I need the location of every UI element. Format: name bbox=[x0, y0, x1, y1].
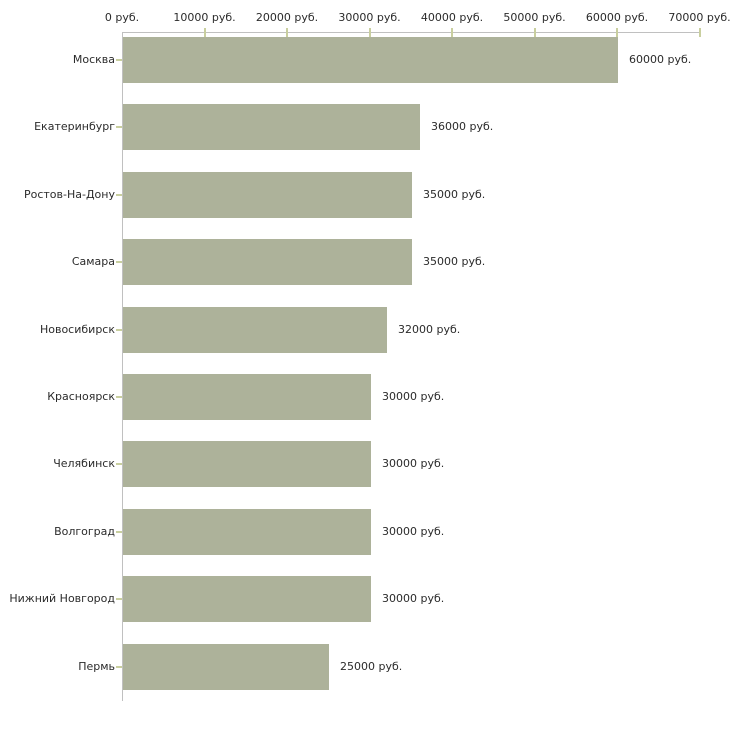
y-tick-mark bbox=[116, 261, 122, 263]
x-tick-label: 40000 руб. bbox=[420, 11, 484, 24]
category-label: Ростов-На-Дону bbox=[23, 188, 115, 201]
bar-5 bbox=[123, 307, 387, 353]
value-label: 32000 руб. bbox=[398, 323, 461, 336]
bar-10 bbox=[123, 644, 329, 690]
y-tick-mark bbox=[116, 531, 122, 533]
x-tick-mark bbox=[698, 28, 701, 37]
bar-6 bbox=[123, 374, 371, 420]
x-tick-mark bbox=[616, 28, 618, 37]
y-axis-line bbox=[122, 32, 123, 701]
y-tick-mark bbox=[116, 396, 122, 398]
value-label: 30000 руб. bbox=[382, 525, 445, 538]
value-label: 35000 руб. bbox=[423, 255, 486, 268]
x-axis-line bbox=[122, 32, 700, 33]
bar-1 bbox=[123, 37, 618, 83]
x-tick-label: 30000 руб. bbox=[338, 11, 401, 24]
category-label: Новосибирск bbox=[39, 323, 115, 336]
x-tick-label: 0 руб. bbox=[104, 11, 140, 24]
x-tick-mark bbox=[533, 28, 536, 37]
category-label: Красноярск bbox=[47, 390, 115, 403]
value-label: 35000 руб. bbox=[423, 188, 486, 201]
category-label: Челябинск bbox=[53, 457, 115, 470]
category-label: Самара bbox=[71, 255, 115, 268]
bar-3 bbox=[123, 172, 412, 218]
y-tick-mark bbox=[116, 463, 122, 465]
bar-8 bbox=[123, 509, 371, 555]
category-label: Москва bbox=[72, 53, 115, 66]
value-label: 25000 руб. bbox=[340, 660, 403, 673]
x-tick-label: 50000 руб. bbox=[503, 11, 566, 24]
category-label: Нижний Новгород bbox=[9, 592, 115, 605]
x-tick-mark bbox=[368, 28, 371, 37]
value-label: 60000 руб. bbox=[629, 53, 692, 66]
y-tick-mark bbox=[116, 194, 122, 196]
bar-4 bbox=[123, 239, 412, 285]
y-tick-mark bbox=[116, 329, 122, 331]
bar-9 bbox=[123, 576, 371, 622]
value-label: 30000 руб. bbox=[382, 390, 445, 403]
y-tick-mark bbox=[116, 59, 122, 61]
y-tick-mark bbox=[116, 598, 122, 600]
y-tick-mark bbox=[116, 666, 122, 668]
value-label: 30000 руб. bbox=[382, 457, 445, 470]
x-tick-label: 20000 руб. bbox=[255, 11, 319, 24]
value-label: 36000 руб. bbox=[431, 120, 494, 133]
category-label: Пермь bbox=[78, 660, 115, 673]
x-tick-mark bbox=[203, 28, 206, 37]
x-tick-mark bbox=[451, 28, 453, 37]
bar-2 bbox=[123, 104, 420, 150]
bar-7 bbox=[123, 441, 371, 487]
category-label: Волгоград bbox=[54, 525, 115, 538]
y-tick-mark bbox=[116, 126, 122, 128]
category-label: Екатеринбург bbox=[34, 120, 115, 133]
x-tick-label: 60000 руб. bbox=[585, 11, 649, 24]
x-tick-mark bbox=[286, 28, 288, 37]
x-tick-label: 70000 руб. bbox=[668, 11, 730, 24]
x-tick-label: 10000 руб. bbox=[173, 11, 236, 24]
value-label: 30000 руб. bbox=[382, 592, 445, 605]
